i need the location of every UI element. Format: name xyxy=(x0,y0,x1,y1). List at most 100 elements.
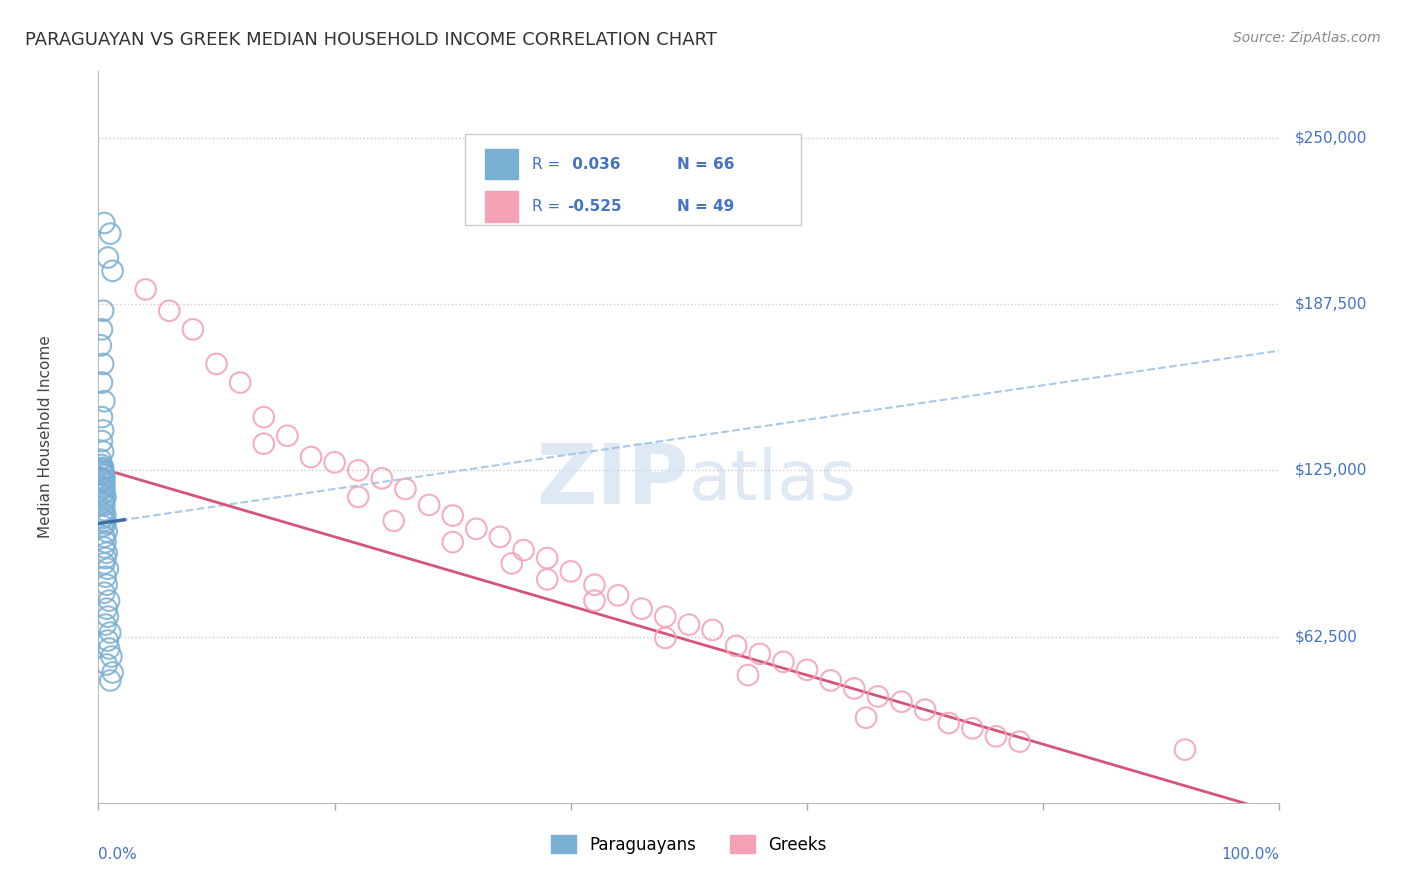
Point xyxy=(93,530,115,544)
Point xyxy=(94,490,117,504)
Point xyxy=(583,593,606,607)
Point xyxy=(93,498,115,512)
Point xyxy=(181,322,204,336)
Point xyxy=(441,535,464,549)
Point xyxy=(96,577,118,591)
Point xyxy=(90,452,112,467)
Point xyxy=(93,484,115,499)
Text: $250,000: $250,000 xyxy=(1295,130,1367,145)
Point xyxy=(93,541,115,555)
Point xyxy=(276,429,298,443)
Text: 0.0%: 0.0% xyxy=(98,847,138,862)
Point xyxy=(654,609,676,624)
Point xyxy=(678,617,700,632)
Text: $62,500: $62,500 xyxy=(1295,629,1358,644)
Point xyxy=(253,436,276,450)
Point xyxy=(702,623,724,637)
Point xyxy=(93,468,115,483)
Point xyxy=(91,460,114,475)
Point xyxy=(512,543,534,558)
Point xyxy=(91,410,114,425)
Point xyxy=(465,522,488,536)
Point xyxy=(94,570,117,584)
Point xyxy=(93,492,115,507)
Point xyxy=(1008,734,1031,748)
Point xyxy=(371,471,394,485)
Point xyxy=(93,481,115,495)
Point xyxy=(90,338,112,352)
Point xyxy=(536,573,558,587)
Point xyxy=(583,577,606,591)
Point xyxy=(536,551,558,566)
Point xyxy=(101,665,124,680)
Text: $187,500: $187,500 xyxy=(1295,297,1367,311)
Point xyxy=(93,557,115,571)
Point xyxy=(97,633,120,648)
Point xyxy=(347,490,370,504)
Point xyxy=(229,376,252,390)
Text: N = 49: N = 49 xyxy=(678,199,734,214)
Point xyxy=(748,647,770,661)
Point xyxy=(91,466,114,480)
Point xyxy=(157,303,180,318)
Point xyxy=(98,625,121,640)
Point xyxy=(607,588,630,602)
Point xyxy=(91,462,114,476)
Point xyxy=(100,649,122,664)
Point xyxy=(93,503,115,517)
Point xyxy=(820,673,842,688)
Point xyxy=(1174,742,1197,756)
Point xyxy=(560,565,582,579)
Text: 100.0%: 100.0% xyxy=(1222,847,1279,862)
Point xyxy=(501,557,523,571)
Point xyxy=(93,473,115,487)
Point xyxy=(796,663,818,677)
FancyBboxPatch shape xyxy=(485,191,517,221)
Point xyxy=(91,434,114,448)
Point xyxy=(866,690,889,704)
Text: R =: R = xyxy=(531,199,565,214)
FancyBboxPatch shape xyxy=(485,149,517,179)
Point xyxy=(299,450,322,464)
Point xyxy=(93,585,115,599)
Point xyxy=(91,495,114,509)
Point xyxy=(205,357,228,371)
Point xyxy=(93,476,115,491)
Point xyxy=(91,303,114,318)
Text: -0.525: -0.525 xyxy=(567,199,621,214)
Point xyxy=(91,479,114,493)
Point xyxy=(347,463,370,477)
Point xyxy=(772,655,794,669)
Point xyxy=(914,703,936,717)
Point xyxy=(94,617,117,632)
Point xyxy=(135,283,157,297)
Point xyxy=(97,562,120,576)
Point xyxy=(323,455,346,469)
Point xyxy=(91,463,114,477)
Point xyxy=(98,593,121,607)
Point xyxy=(91,506,114,520)
Text: ZIP: ZIP xyxy=(537,441,689,522)
Point xyxy=(441,508,464,523)
Point xyxy=(98,641,121,656)
Text: $125,000: $125,000 xyxy=(1295,463,1367,478)
Text: PARAGUAYAN VS GREEK MEDIAN HOUSEHOLD INCOME CORRELATION CHART: PARAGUAYAN VS GREEK MEDIAN HOUSEHOLD INC… xyxy=(25,31,717,49)
Point xyxy=(890,695,912,709)
Point xyxy=(94,551,117,566)
Point xyxy=(91,322,114,336)
Point xyxy=(630,601,652,615)
Legend: Paraguayans, Greeks: Paraguayans, Greeks xyxy=(544,829,834,860)
Text: Source: ZipAtlas.com: Source: ZipAtlas.com xyxy=(1233,31,1381,45)
FancyBboxPatch shape xyxy=(464,134,801,225)
Point xyxy=(91,511,114,525)
Point xyxy=(91,487,114,501)
Point xyxy=(654,631,676,645)
Point xyxy=(97,609,120,624)
Point xyxy=(737,668,759,682)
Point xyxy=(96,546,118,560)
Point xyxy=(91,482,114,496)
Point xyxy=(91,474,114,488)
Text: atlas: atlas xyxy=(689,448,856,515)
Text: Median Household Income: Median Household Income xyxy=(38,335,53,539)
Point xyxy=(98,227,121,241)
